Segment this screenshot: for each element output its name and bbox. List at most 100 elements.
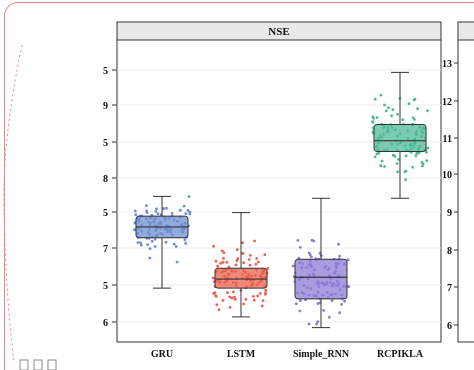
data-point [184, 242, 188, 245]
data-point [133, 228, 136, 232]
data-point [242, 261, 246, 264]
data-point [222, 256, 225, 260]
data-point [235, 248, 239, 252]
data-point [396, 170, 400, 174]
data-point [298, 309, 302, 313]
x-tick-label: Simple_RNN [293, 349, 350, 360]
data-point [178, 208, 182, 212]
data-point [249, 254, 252, 257]
data-point [214, 294, 218, 298]
data-point [375, 152, 379, 156]
data-point [227, 265, 231, 269]
data-point [411, 116, 415, 119]
data-point [383, 103, 386, 107]
data-point [155, 207, 158, 211]
figure-frame [4, 2, 474, 370]
data-point [184, 212, 188, 216]
data-point [146, 243, 150, 247]
data-point [170, 212, 174, 215]
data-point [217, 308, 221, 311]
data-point [139, 243, 143, 247]
data-point [340, 303, 343, 306]
data-point [148, 247, 152, 251]
data-point [255, 257, 259, 260]
data-point [188, 210, 192, 214]
y-tick-label: 5 [103, 138, 108, 149]
x-tick-label: RCPIKLA [377, 349, 424, 360]
data-point [404, 178, 408, 182]
data-point [153, 245, 157, 248]
y-tick-label: 5 [103, 281, 108, 292]
data-point [390, 114, 393, 118]
plot-area [457, 39, 474, 343]
data-point [257, 260, 260, 264]
data-point [252, 298, 256, 302]
data-point [172, 242, 176, 246]
data-point [228, 295, 232, 299]
data-point [214, 259, 218, 263]
data-point [244, 297, 248, 301]
data-point [421, 164, 424, 168]
data-point [133, 209, 137, 213]
data-point [248, 263, 252, 267]
data-point [162, 207, 166, 210]
data-point [252, 295, 255, 298]
box-plots [135, 71, 427, 329]
data-point [330, 299, 334, 302]
data-point [397, 158, 400, 161]
box [294, 258, 348, 300]
y-tick-label: 8 [103, 174, 108, 185]
data-point [219, 261, 223, 265]
data-point [264, 291, 267, 295]
y-tick-label: 6 [447, 321, 452, 332]
data-point [383, 165, 386, 168]
data-point [264, 288, 268, 292]
decorative-dashed-curve [3, 44, 23, 363]
data-point [396, 112, 399, 116]
y-tick-label: 10 [442, 170, 452, 181]
data-point [266, 266, 270, 270]
data-point [254, 262, 258, 266]
data-point [145, 211, 149, 214]
bottom-partial-glyphs [19, 359, 57, 370]
y-tick-label: 7 [447, 283, 452, 294]
data-point [308, 253, 312, 257]
data-point [175, 260, 179, 264]
data-point [188, 212, 192, 216]
data-point [241, 241, 244, 245]
data-point [150, 239, 154, 243]
x-tick-label: GRU [151, 349, 173, 360]
grid-lines [117, 69, 441, 323]
partial-glyph [33, 359, 43, 370]
data-point [373, 155, 377, 159]
data-point [291, 264, 295, 268]
data-point [407, 102, 411, 105]
y-tick-label: 12 [442, 97, 452, 108]
data-point [294, 302, 298, 306]
data-point [420, 160, 424, 164]
data-point [309, 255, 313, 259]
data-point [379, 164, 382, 167]
x-tick-label: LSTM [227, 349, 256, 360]
data-point [343, 299, 346, 303]
data-point [296, 239, 300, 242]
data-point [153, 237, 157, 241]
y-tick-label: 8 [447, 246, 452, 257]
data-point [222, 251, 226, 255]
data-point [426, 146, 430, 150]
data-point [391, 108, 395, 112]
data-point [425, 159, 429, 163]
data-point [182, 204, 186, 208]
data-point [384, 109, 388, 113]
data-point [226, 291, 229, 295]
data-point [375, 116, 379, 119]
data-point [258, 292, 262, 295]
y-tick-label: 11 [443, 134, 452, 145]
data-point [164, 240, 168, 244]
data-point [337, 242, 340, 246]
y-tick-label: 13 [442, 59, 452, 70]
data-point [212, 244, 216, 248]
y-tick-label: 5 [103, 208, 108, 219]
data-point [228, 306, 232, 309]
